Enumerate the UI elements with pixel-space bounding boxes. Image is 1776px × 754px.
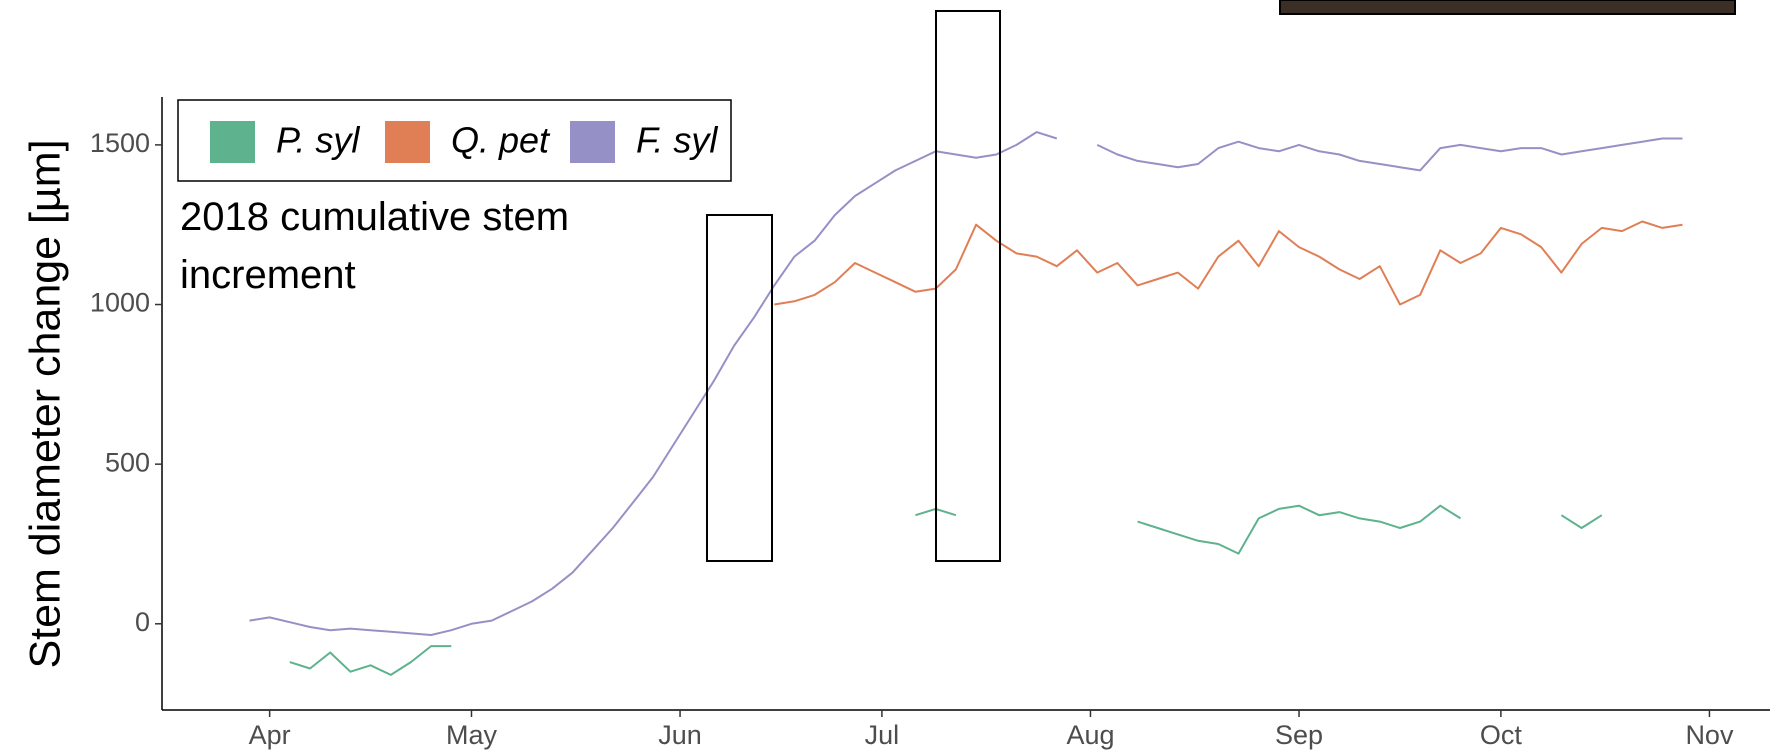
x-tick-label: Nov <box>1685 720 1734 750</box>
legend-swatch <box>385 121 430 163</box>
y-axis-label: Stem diameter change [µm] <box>21 139 69 668</box>
y-tick-label: 500 <box>105 447 150 477</box>
x-tick-label: Jul <box>865 720 900 750</box>
x-tick-label: Jun <box>658 720 702 750</box>
series-line <box>289 504 1603 676</box>
legend-label: P. syl <box>276 120 360 161</box>
window-box <box>706 214 773 562</box>
x-tick-label: May <box>446 720 498 750</box>
window-box <box>935 10 1001 562</box>
legend-label: Q. pet <box>451 120 551 161</box>
x-tick-label: Aug <box>1066 720 1114 750</box>
annotation: 2018 cumulative stem increment <box>180 195 570 297</box>
y-tick-label: 1000 <box>90 288 150 318</box>
legend-swatch <box>210 121 255 163</box>
x-tick-label: Apr <box>249 720 291 750</box>
legend-box <box>177 99 732 182</box>
y-tick-label: 1500 <box>90 128 150 158</box>
y-tick-label: 0 <box>135 607 150 637</box>
x-tick-label: Sep <box>1275 720 1323 750</box>
legend-label: F. syl <box>636 120 718 161</box>
series-line <box>249 131 1683 636</box>
series-line <box>774 220 1683 306</box>
x-tick-label: Oct <box>1480 720 1523 750</box>
photo-fragment <box>1279 0 1736 15</box>
legend-swatch <box>570 121 615 163</box>
